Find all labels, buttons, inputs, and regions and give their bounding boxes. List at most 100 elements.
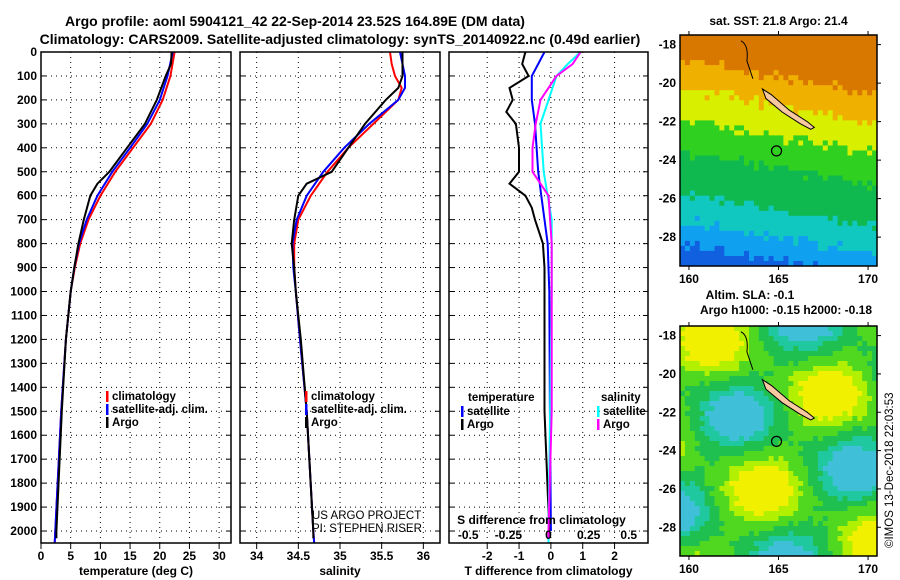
legend-label: Argo <box>112 417 139 429</box>
series-climatology <box>53 51 176 544</box>
y-tick-label: 1700 <box>10 452 37 466</box>
lat-tick-label: -18 <box>659 329 677 343</box>
lon-tick-label: 160 <box>679 272 699 286</box>
lat-tick-label: -18 <box>659 38 677 52</box>
legend-swatch <box>597 406 600 417</box>
legend-title-salinity: salinity <box>601 392 641 404</box>
legend-swatch <box>305 404 308 415</box>
x-tick-label: -2 <box>482 549 493 563</box>
x-axis-label: T difference from climatology <box>464 564 632 578</box>
legend-label: climatology <box>311 391 376 403</box>
y-tick-label: 1000 <box>10 285 37 299</box>
x2-tick-label: -0.25 <box>495 528 523 542</box>
lon-tick-label: 170 <box>858 272 878 286</box>
new-caledonia-landmass <box>761 378 816 421</box>
x-tick-label: 36 <box>417 549 431 563</box>
series-temperature-satellite <box>530 51 552 532</box>
y-tick-label: 1600 <box>10 428 37 442</box>
y-tick-label: 500 <box>17 165 37 179</box>
credit-line-2: PI: STEPHEN RISER <box>312 523 422 535</box>
title-line-1: Argo profile: aoml 5904121_42 22-Sep-201… <box>65 13 525 29</box>
sst-field <box>680 35 878 267</box>
y-tick-label: 800 <box>17 237 37 251</box>
legend-label: satellite-adj. clim. <box>112 404 208 416</box>
lon-tick-label: 165 <box>768 562 788 576</box>
x-tick-label: 34 <box>250 549 264 563</box>
y-tick-label: 700 <box>17 213 37 227</box>
argo-float-location-marker <box>770 145 783 157</box>
x-tick-label: 0 <box>548 549 555 563</box>
profile-panel-2: 34 34.5 35 35.5 36 salinity climatologysatelli… <box>239 51 441 578</box>
x2-tick-label: 0 <box>545 528 552 542</box>
profile-panel-3: -2 -1 0 1 2T difference from climatology temp… <box>448 51 649 578</box>
legend-label: satellite <box>467 406 510 418</box>
x-tick-label: 30 <box>212 549 226 563</box>
y-tick-label: 400 <box>17 141 37 155</box>
credit-line-1: US ARGO PROJECT <box>312 510 421 522</box>
y-tick-label: 900 <box>17 261 37 275</box>
plot-frame <box>239 51 441 544</box>
legend-label: satellite <box>603 406 646 418</box>
map-title-line-1: Altim. SLA: -0.1 <box>706 288 795 302</box>
x-tick-label: 15 <box>123 549 137 563</box>
lat-tick-label: -24 <box>659 153 677 167</box>
x2-axis-label: S difference from climatology <box>457 513 626 527</box>
x-tick-label: 1 <box>579 549 586 563</box>
lon-tick-label: 170 <box>858 562 878 576</box>
sla-field <box>680 326 878 557</box>
series-argo <box>55 51 173 539</box>
lat-tick-label: -24 <box>659 444 677 458</box>
x-tick-label: 25 <box>183 549 197 563</box>
y-tick-label: 300 <box>17 117 37 131</box>
argo-float-location-marker <box>770 435 783 447</box>
x-axis-label: temperature (deg C) <box>79 564 193 578</box>
y-tick-label: 1200 <box>10 332 37 346</box>
y-tick-label: 1800 <box>10 476 37 490</box>
series-argo <box>290 52 404 539</box>
x-tick-label: -1 <box>514 549 525 563</box>
legend-swatch <box>106 391 109 402</box>
series-temperature-argo <box>505 51 551 539</box>
reef-contour <box>740 40 754 79</box>
legend-swatch <box>461 419 464 430</box>
y-tick-label: 1300 <box>10 356 37 370</box>
lat-tick-label: -26 <box>659 482 677 496</box>
lon-tick-label: 165 <box>768 272 788 286</box>
y-tick-label: 0 <box>30 45 37 59</box>
y-tick-label: 1100 <box>11 308 37 322</box>
legend-swatch <box>461 406 464 417</box>
lon-tick-label: 160 <box>679 562 699 576</box>
map-title: sat. SST: 21.8 Argo: 21.4 <box>709 14 848 28</box>
lat-tick-label: -28 <box>659 230 677 244</box>
series-satellite-adj-clim- <box>53 51 174 544</box>
legend-swatch <box>597 419 600 430</box>
x-tick-label: 20 <box>153 549 167 563</box>
x2-tick-label: -0.5 <box>458 528 479 542</box>
x-tick-label: 34.5 <box>287 549 311 563</box>
y-tick-label: 2000 <box>10 524 37 538</box>
x-tick-label: 35.5 <box>370 549 394 563</box>
x2-tick-label: 0.5 <box>620 528 637 542</box>
lat-tick-label: -22 <box>659 115 677 129</box>
lat-tick-label: -20 <box>659 367 677 381</box>
reef-contour <box>740 331 754 370</box>
map-panel-1: 160 165 170 -18 -20 -22 -24 -26 -28 sat. SST: 21.… <box>659 14 881 286</box>
x-tick-label: 2 <box>611 549 618 563</box>
x-tick-label: 10 <box>94 549 108 563</box>
timestamp: ©IMOS 13-Dec-2018 22:03:53 <box>884 392 896 548</box>
y-tick-label: 100 <box>17 69 37 83</box>
legend-swatch <box>305 417 308 428</box>
x-tick-label: 5 <box>67 549 74 563</box>
x2-tick-label: 0.25 <box>577 528 601 542</box>
x-tick-label: 35 <box>333 549 347 563</box>
legend-label: climatology <box>112 391 177 403</box>
map-title-line-2: Argo h1000: -0.15 h2000: -0.18 <box>700 303 872 317</box>
lat-tick-label: -20 <box>659 76 677 90</box>
legend-swatch <box>305 391 308 402</box>
lat-tick-label: -22 <box>659 405 677 419</box>
y-tick-label: 1900 <box>10 500 37 514</box>
map-panel-2: 160 165 170 -18 -20 -22 -24 -26 -28 Altim. SLA: -… <box>659 288 881 576</box>
series-salinity-argo <box>531 51 582 539</box>
y-tick-label: 600 <box>17 189 37 203</box>
